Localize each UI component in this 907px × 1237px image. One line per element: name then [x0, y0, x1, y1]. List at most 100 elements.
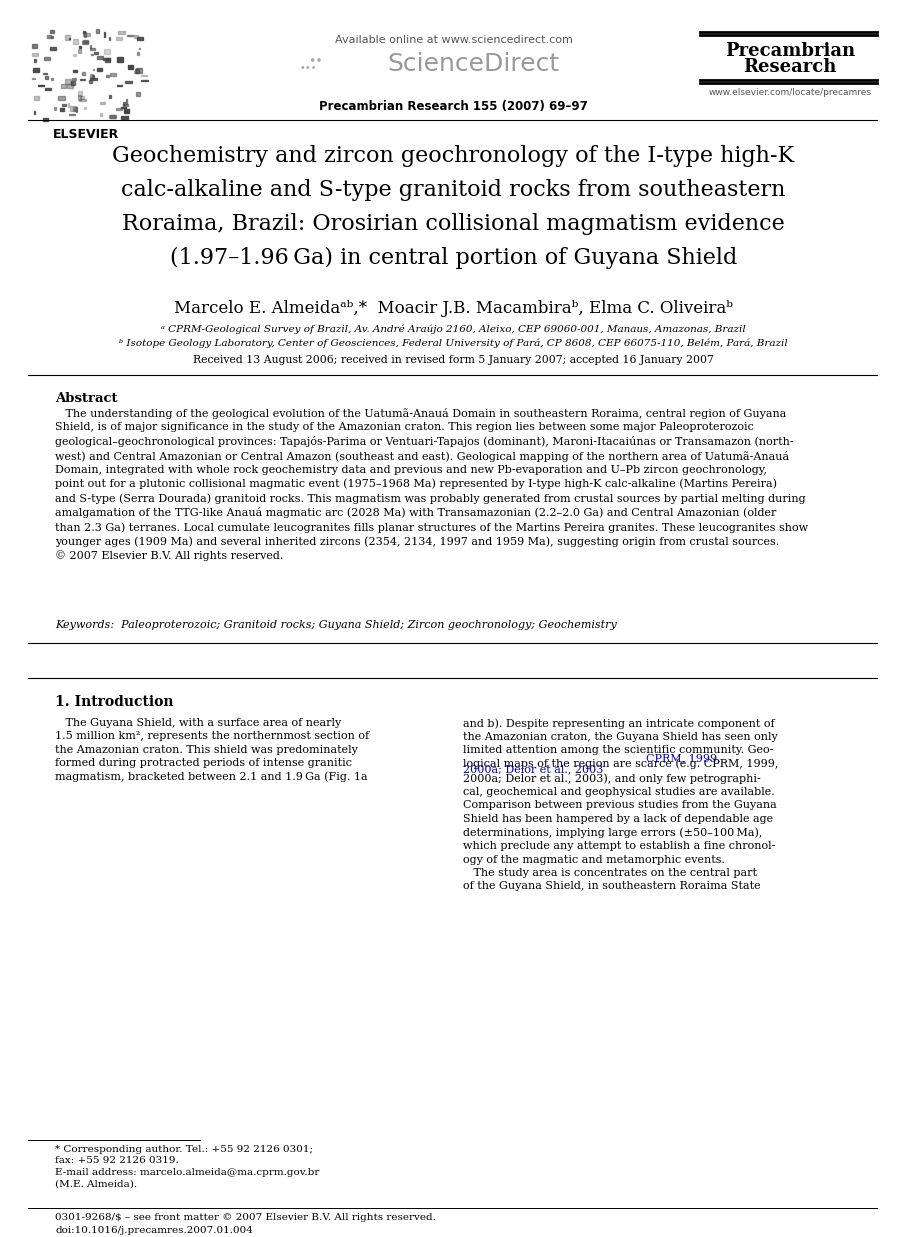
Text: ELSEVIER: ELSEVIER — [53, 127, 119, 141]
Bar — [53, 31, 59, 32]
Text: Available online at www.sciencedirect.com: Available online at www.sciencedirect.co… — [335, 35, 572, 45]
Text: ScienceDirect: ScienceDirect — [387, 52, 560, 75]
Bar — [89, 33, 94, 35]
Bar — [142, 80, 148, 83]
Bar — [139, 54, 144, 58]
Text: ᵇ Isotope Geology Laboratory, Center of Geosciences, Federal University of Pará,: ᵇ Isotope Geology Laboratory, Center of … — [119, 339, 788, 349]
Bar — [118, 110, 123, 113]
Bar — [117, 61, 120, 63]
Bar — [103, 31, 108, 36]
Text: and b). Despite representing an intricate component of
the Amazonian craton, the: and b). Despite representing an intricat… — [463, 717, 778, 892]
Bar — [52, 83, 56, 85]
Bar — [91, 87, 94, 88]
Bar — [41, 78, 48, 83]
Bar — [49, 94, 53, 96]
Bar — [60, 66, 66, 67]
Bar — [87, 90, 91, 93]
Bar — [31, 106, 34, 108]
Text: Abstract: Abstract — [55, 392, 118, 404]
Bar — [142, 43, 144, 47]
Text: Research: Research — [744, 58, 836, 75]
Bar — [127, 78, 129, 82]
Bar — [89, 95, 94, 100]
Text: * Corresponding author. Tel.: +55 92 2126 0301;
fax: +55 92 2126 0319.
E-mail ad: * Corresponding author. Tel.: +55 92 212… — [55, 1145, 319, 1189]
Bar — [84, 40, 90, 42]
Text: (1.97–1.96 Ga) in central portion of Guyana Shield: (1.97–1.96 Ga) in central portion of Guy… — [170, 247, 737, 270]
Text: Precambrian Research 155 (2007) 69–97: Precambrian Research 155 (2007) 69–97 — [319, 100, 588, 113]
Bar — [93, 77, 97, 82]
Bar — [68, 32, 70, 36]
Bar — [111, 114, 113, 116]
Bar — [85, 59, 89, 63]
Bar — [51, 75, 57, 77]
Text: doi:10.1016/j.precamres.2007.01.004: doi:10.1016/j.precamres.2007.01.004 — [55, 1226, 253, 1235]
Bar — [93, 72, 98, 74]
Bar — [36, 72, 38, 77]
Text: •••: ••• — [299, 63, 317, 73]
Bar — [65, 115, 69, 118]
Bar — [70, 116, 72, 120]
Bar — [118, 114, 124, 119]
Bar — [74, 40, 80, 42]
Bar — [83, 42, 89, 47]
Bar — [40, 89, 45, 92]
Bar — [72, 61, 76, 63]
Bar — [118, 30, 123, 35]
Bar — [55, 98, 62, 101]
Bar — [54, 87, 59, 90]
Text: Keywords:  Paleoproterozoic; Granitoid rocks; Guyana Shield; Zircon geochronolog: Keywords: Paleoproterozoic; Granitoid ro… — [55, 620, 617, 630]
Bar — [38, 67, 42, 69]
Bar — [125, 96, 131, 99]
Text: Received 13 August 2006; received in revised form 5 January 2007; accepted 16 Ja: Received 13 August 2006; received in rev… — [193, 355, 714, 365]
Bar — [86, 101, 93, 106]
Bar — [70, 43, 72, 46]
Bar — [50, 108, 54, 113]
Text: ••: •• — [307, 54, 322, 68]
Bar — [71, 56, 75, 59]
Bar — [29, 105, 34, 110]
Bar — [90, 116, 95, 120]
Bar — [110, 106, 112, 109]
Text: Precambrian: Precambrian — [725, 42, 855, 61]
Bar — [137, 71, 139, 75]
Bar — [92, 64, 93, 68]
Bar — [132, 114, 137, 118]
Bar — [108, 68, 112, 73]
Bar — [39, 28, 41, 31]
Bar — [102, 63, 105, 66]
Text: calc-alkaline and S-type granitoid rocks from southeastern: calc-alkaline and S-type granitoid rocks… — [122, 179, 785, 200]
Bar — [114, 77, 119, 78]
Text: 1. Introduction: 1. Introduction — [55, 695, 173, 709]
Bar — [69, 113, 73, 116]
Bar — [77, 37, 80, 41]
Bar — [129, 61, 133, 64]
Text: CPRM, 1999,: CPRM, 1999, — [646, 753, 721, 763]
Bar — [39, 96, 43, 101]
Bar — [82, 42, 85, 45]
Bar — [96, 46, 100, 47]
Bar — [118, 35, 122, 37]
Text: www.elsevier.com/locate/precamres: www.elsevier.com/locate/precamres — [708, 88, 872, 96]
Bar — [89, 49, 92, 53]
Bar — [63, 37, 70, 40]
Bar — [131, 54, 135, 58]
Bar — [116, 111, 120, 116]
Bar — [131, 54, 136, 57]
Bar — [81, 79, 83, 82]
Bar — [61, 31, 65, 35]
Text: Marcelo E. Almeidaᵃᵇ,*  Moacir J.B. Macambiraᵇ, Elma C. Oliveiraᵇ: Marcelo E. Almeidaᵃᵇ,* Moacir J.B. Macam… — [174, 301, 733, 317]
Bar — [99, 106, 103, 110]
Bar — [73, 79, 78, 84]
Bar — [132, 96, 138, 100]
Bar — [78, 118, 82, 120]
Bar — [46, 68, 53, 73]
Bar — [120, 72, 122, 75]
Text: 0301-9268/$ – see front matter © 2007 Elsevier B.V. All rights reserved.: 0301-9268/$ – see front matter © 2007 El… — [55, 1213, 436, 1222]
Bar — [83, 83, 88, 87]
Text: Geochemistry and zircon geochronology of the I-type high-K: Geochemistry and zircon geochronology of… — [112, 145, 795, 167]
Bar — [29, 73, 34, 75]
Bar — [82, 52, 83, 54]
Bar — [138, 64, 142, 68]
Text: The Guyana Shield, with a surface area of nearly
1.5 million km², represents the: The Guyana Shield, with a surface area o… — [55, 717, 369, 782]
Text: 2000a; Delor et al., 2003: 2000a; Delor et al., 2003 — [463, 764, 603, 774]
